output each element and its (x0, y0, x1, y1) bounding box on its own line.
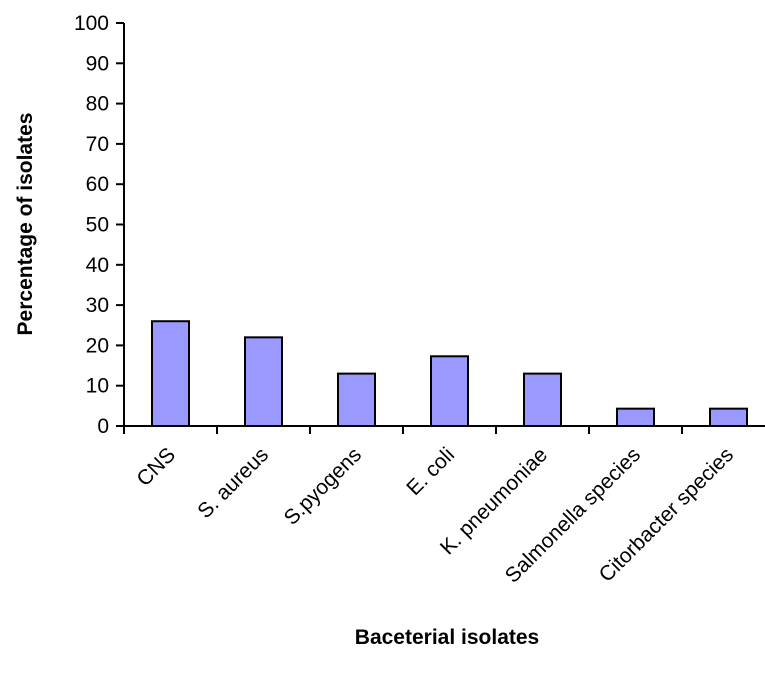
category-label: S.pyogens (280, 443, 366, 529)
x-axis-title: Baceterial isolates (355, 626, 539, 649)
bar (709, 407, 748, 427)
bar (151, 320, 190, 427)
y-tick-label: 80 (86, 93, 109, 116)
bar (430, 355, 469, 428)
y-tick-label: 0 (97, 415, 109, 438)
x-axis-ticks (123, 426, 683, 434)
category-label: CNS (132, 443, 180, 491)
y-tick-label: 40 (86, 254, 109, 277)
y-tick-label: 10 (86, 375, 109, 398)
y-tick-label: 70 (86, 133, 109, 156)
y-tick-label: 100 (74, 12, 109, 35)
y-axis-title: Percentage of isolates (14, 113, 37, 336)
category-label: S. aureus (193, 443, 273, 523)
bar (337, 372, 376, 427)
bar (616, 407, 655, 427)
bar (523, 372, 562, 427)
category-label: E. coli (402, 443, 459, 500)
bars (151, 320, 748, 428)
y-axis-ticks: 0 10 20 30 40 50 60 70 80 90 100 (74, 12, 124, 438)
y-tick-label: 20 (86, 334, 109, 357)
y-tick-label: 30 (86, 294, 109, 317)
y-tick-label: 90 (86, 52, 109, 75)
bar (244, 336, 283, 427)
y-tick-label: 60 (86, 173, 109, 196)
y-tick-label: 50 (86, 214, 109, 237)
